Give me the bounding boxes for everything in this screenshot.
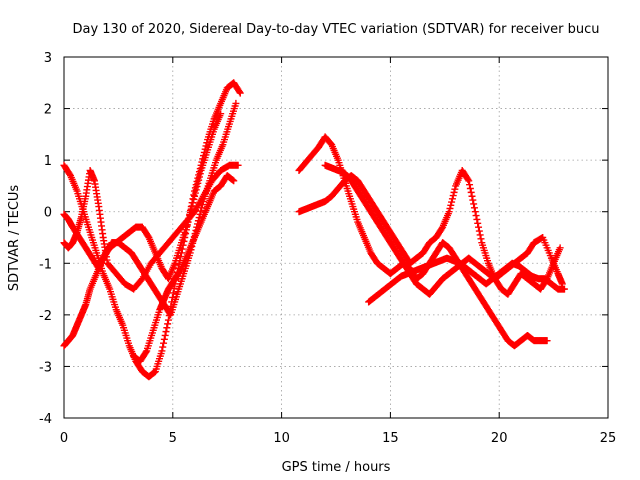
data-point-plus xyxy=(163,324,171,332)
data-point-plus xyxy=(543,337,551,345)
data-point-plus xyxy=(465,177,473,185)
data-point-plus xyxy=(187,205,195,213)
axis-ticks xyxy=(63,56,609,419)
data-point-plus xyxy=(158,347,166,355)
data-point-plus xyxy=(198,201,206,209)
x-tick-label: 5 xyxy=(169,431,177,446)
data-point-plus xyxy=(169,289,177,297)
y-tick-label: 0 xyxy=(44,206,52,221)
x-tick-label: 0 xyxy=(60,431,68,446)
data-point-plus xyxy=(475,223,483,231)
data-point-plus xyxy=(166,310,174,318)
series-s5 xyxy=(130,172,238,365)
data-point-plus xyxy=(186,208,194,216)
data-point-plus xyxy=(477,235,485,243)
data-series xyxy=(60,79,568,381)
data-point-plus xyxy=(473,215,481,223)
data-point-plus xyxy=(232,99,240,107)
data-point-plus xyxy=(234,161,242,169)
data-point-plus xyxy=(449,192,457,200)
y-axis-label: SDTVAR / TECUs xyxy=(7,185,22,292)
x-axis-label: GPS time / hours xyxy=(282,460,391,475)
data-point-plus xyxy=(230,177,238,185)
data-point-plus xyxy=(448,195,456,203)
x-tick-label: 20 xyxy=(491,431,508,446)
data-point-plus xyxy=(189,199,197,207)
y-tick-label: 2 xyxy=(44,103,52,118)
data-point-plus xyxy=(448,198,456,206)
data-point-plus xyxy=(468,192,476,200)
data-point-plus xyxy=(144,232,152,240)
data-point-plus xyxy=(560,285,568,293)
y-tick-label: 3 xyxy=(44,51,52,66)
data-point-plus xyxy=(470,200,478,208)
data-point-plus xyxy=(177,266,185,274)
data-point-plus xyxy=(162,328,170,336)
x-tick-label: 10 xyxy=(273,431,290,446)
x-tick-label: 15 xyxy=(382,431,399,446)
y-tick-label: 1 xyxy=(44,154,52,169)
data-point-plus xyxy=(164,320,172,328)
y-tick-label: -3 xyxy=(39,360,52,375)
data-point-plus xyxy=(464,175,472,183)
y-tick-label: -1 xyxy=(39,257,52,272)
x-tick-label: 25 xyxy=(600,431,617,446)
data-point-plus xyxy=(195,173,203,181)
data-point-plus xyxy=(164,316,172,324)
data-point-plus xyxy=(472,212,480,220)
data-point-plus xyxy=(190,195,198,203)
data-point-plus xyxy=(66,170,74,178)
series-s7 xyxy=(295,166,564,298)
data-point-plus xyxy=(450,188,458,196)
data-point-plus xyxy=(466,181,474,189)
data-point-plus xyxy=(142,348,150,356)
data-point-plus xyxy=(466,185,474,193)
data-point-plus xyxy=(193,183,201,191)
data-point-plus xyxy=(558,280,566,288)
series-s3 xyxy=(60,110,225,350)
data-point-plus xyxy=(217,110,225,118)
data-point-plus xyxy=(188,202,196,210)
data-point-plus xyxy=(160,339,168,347)
data-point-plus xyxy=(470,204,478,212)
data-point-plus xyxy=(191,189,199,197)
data-point-plus xyxy=(474,219,482,227)
data-point-plus xyxy=(186,212,194,220)
data-point-plus xyxy=(194,179,202,187)
data-point-plus xyxy=(447,201,455,209)
data-point-plus xyxy=(192,186,200,194)
data-point-plus xyxy=(161,331,169,339)
y-tick-label: -4 xyxy=(39,412,52,427)
data-point-plus xyxy=(467,188,475,196)
data-point-plus xyxy=(438,224,446,232)
data-point-plus xyxy=(196,170,204,178)
series-s9 xyxy=(321,161,566,298)
data-point-plus xyxy=(185,215,193,223)
data-point-plus xyxy=(556,244,564,252)
tick-labels: 0 5 10 15 20 25 -4 -3 -2 -1 0 1 2 3 xyxy=(39,51,616,446)
data-point-plus xyxy=(445,208,453,216)
data-point-plus xyxy=(191,192,199,200)
data-point-plus xyxy=(236,89,244,97)
data-point-plus xyxy=(471,208,479,216)
data-point-plus xyxy=(451,185,459,193)
series-s2 xyxy=(60,161,242,293)
plot-area-border xyxy=(63,56,609,419)
data-point-plus xyxy=(475,227,483,235)
data-point-plus xyxy=(159,343,167,351)
y-tick-label: -2 xyxy=(39,309,52,324)
data-point-plus xyxy=(195,176,203,184)
data-point-plus xyxy=(446,204,454,212)
data-point-plus xyxy=(476,231,484,239)
data-point-plus xyxy=(235,88,243,96)
chart-title: Day 130 of 2020, Sidereal Day-to-day VTE… xyxy=(72,22,599,37)
data-point-plus xyxy=(469,196,477,204)
data-point-plus xyxy=(184,218,192,226)
data-point-plus xyxy=(160,335,168,343)
